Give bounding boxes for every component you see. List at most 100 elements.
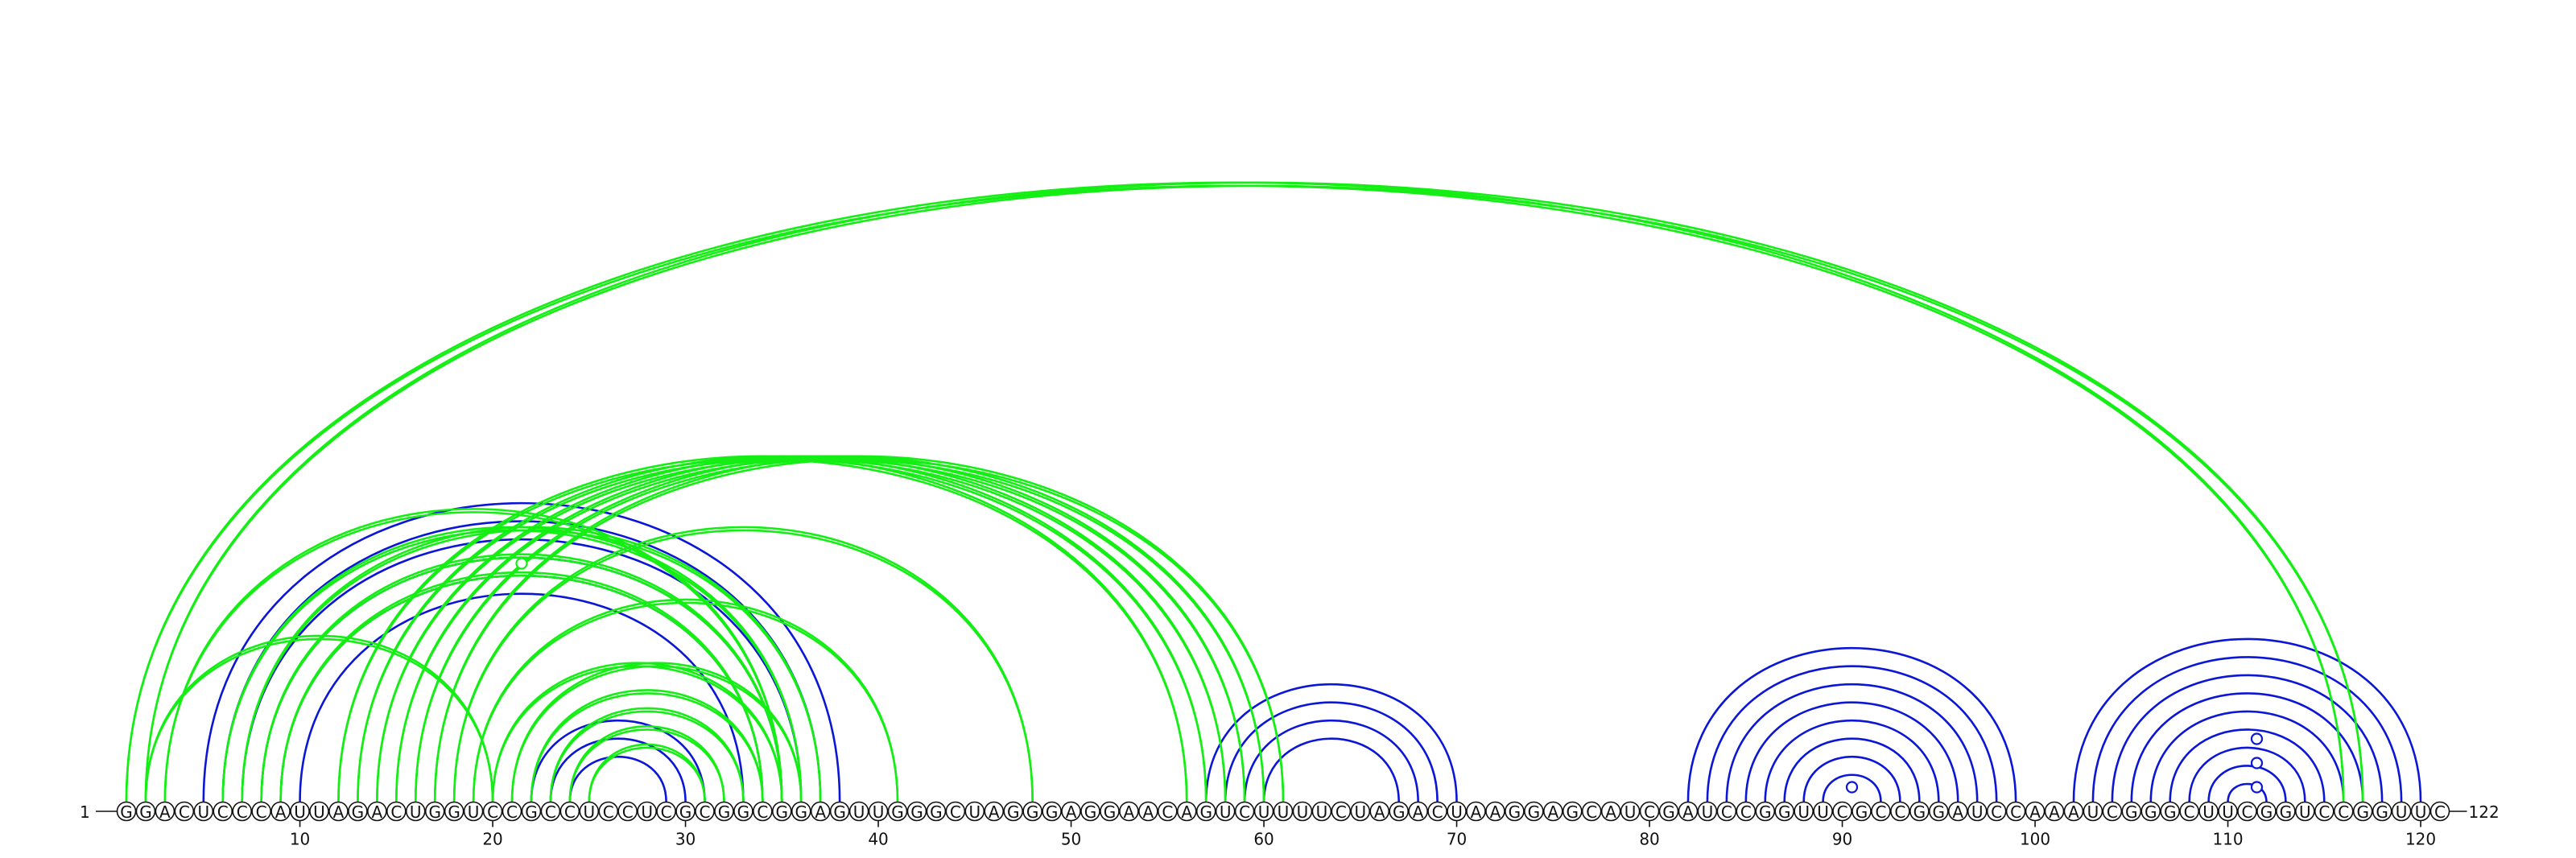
nucleotide-circle: [1369, 801, 1390, 822]
nucleotide-letter: A: [989, 802, 1000, 822]
nucleotide-circle: [1658, 801, 1679, 822]
nucleotide-letter: G: [1759, 802, 1772, 822]
nucleotide-letter: A: [1490, 802, 1501, 822]
nucleotide-letter: C: [603, 802, 614, 822]
nucleotide-letter: U: [1354, 802, 1366, 822]
nucleotide-circle: [2391, 801, 2412, 822]
nucleotide-letter: G: [2125, 802, 2138, 822]
arc-blue: [1262, 737, 1400, 802]
axis-tick-label: 110: [2212, 830, 2243, 849]
nucleotide-letter: U: [1297, 802, 1309, 822]
pair-marker: [1845, 781, 1859, 794]
arc-blue: [1802, 756, 1901, 802]
nucleotide-circle: [1774, 801, 1794, 822]
arc-blue: [568, 756, 667, 802]
axis-tick-label: 120: [2405, 830, 2436, 849]
nucleotide-letter: U: [853, 802, 865, 822]
nucleotide-circle: [1678, 801, 1699, 822]
nucleotide-letter: G: [737, 802, 750, 822]
nucleotide-circle: [424, 801, 445, 822]
nucleotide-letter: C: [1335, 802, 1347, 822]
nucleotide-letter: C: [2010, 802, 2021, 822]
pair-marker: [2250, 781, 2264, 794]
arc-green: [530, 689, 764, 802]
sequence-start-label: 1: [80, 802, 90, 822]
nucleotide-circle: [444, 801, 464, 822]
arc-green: [491, 665, 783, 802]
nucleotide-circle: [405, 801, 426, 822]
nucleotide-letter: U: [1702, 802, 1714, 822]
nucleotide-letter: G: [1199, 802, 1212, 822]
nucleotide-circle: [1022, 801, 1042, 822]
nucleotide-circle: [270, 801, 291, 822]
nucleotide-letter: U: [2299, 802, 2311, 822]
nucleotide-letter: G: [833, 802, 846, 822]
nucleotide-circle: [2102, 801, 2123, 822]
arc-blue: [1744, 701, 1959, 802]
nucleotide-letter: U: [197, 802, 209, 822]
arc-blue: [2188, 746, 2306, 802]
arc-blue: [1783, 737, 1921, 802]
nucleotide-letter: C: [1644, 802, 1655, 822]
nucleotide-letter: U: [1278, 802, 1290, 822]
nucleotide-circle: [309, 801, 329, 822]
nucleotide-circle: [964, 801, 985, 822]
nucleotide-circle: [213, 801, 233, 822]
nucleotide-letter: G: [1007, 802, 1020, 822]
nucleotide-circle: [1273, 801, 1294, 822]
arc-green: [395, 455, 1246, 802]
nucleotide-letter: C: [256, 802, 267, 822]
nucleotide-circle: [984, 801, 1005, 822]
nucleotide-circle: [367, 801, 387, 822]
nucleotide-circle: [1986, 801, 2007, 822]
nucleotide-circle: [521, 801, 542, 822]
nucleotide-letter: G: [2164, 802, 2177, 822]
arc-green: [279, 575, 764, 802]
nucleotide-circle: [1505, 801, 1525, 822]
nucleotide-letter: A: [1143, 802, 1154, 822]
nucleotide-letter: G: [1528, 802, 1541, 822]
sequence-end-label: 122: [2469, 802, 2500, 822]
nucleotide-circle: [1119, 801, 1139, 822]
nucleotide-circle: [1852, 801, 1872, 822]
nucleotide-circle: [1871, 801, 1891, 822]
nucleotide-circle: [2429, 801, 2450, 822]
nucleotide-letter: G: [891, 802, 904, 822]
nucleotide-letter: U: [968, 802, 980, 822]
nucleotide-letter: U: [641, 802, 653, 822]
axis-tick-label: 50: [1061, 830, 1081, 849]
nucleotide-circle: [1890, 801, 1910, 822]
arc-green: [163, 511, 783, 802]
nucleotide-letter: C: [237, 802, 248, 822]
nucleotide-letter: U: [1624, 802, 1637, 822]
nucleotide-letter: U: [294, 802, 306, 822]
nucleotide-circle: [637, 801, 657, 822]
arc-green: [588, 746, 706, 802]
nucleotide-circle: [1794, 801, 1814, 822]
pair-marker: [515, 557, 528, 570]
nucleotide-letter: G: [2376, 802, 2388, 822]
nucleotide-circle: [1543, 801, 1563, 822]
arc-blue: [241, 538, 803, 802]
arc-green: [144, 634, 494, 802]
nucleotide-letter: G: [1856, 802, 1868, 822]
nucleotide-letter: U: [2087, 802, 2099, 822]
nucleotide-letter: G: [1778, 802, 1791, 822]
nucleotide-circle: [174, 801, 195, 822]
nucleotide-circle: [116, 801, 137, 822]
nucleotide-circle: [598, 801, 619, 822]
nucleotide-letter: G: [795, 802, 808, 822]
nucleotide-letter: G: [910, 802, 923, 822]
axis-tick-label: 80: [1639, 830, 1659, 849]
nucleotide-letter: G: [2260, 802, 2273, 822]
nucleotide-letter: A: [1547, 802, 1558, 822]
nucleotide-circle: [2256, 801, 2277, 822]
arc-green: [125, 184, 2345, 802]
nucleotide-circle: [1427, 801, 1447, 822]
nucleotide-letter: C: [1239, 802, 1250, 822]
arc-green: [163, 508, 783, 802]
arc-blue: [1686, 647, 2017, 802]
nucleotide-letter: U: [2396, 802, 2408, 822]
nucleotide-circle: [1080, 801, 1100, 822]
nucleotide-circle: [328, 801, 349, 822]
